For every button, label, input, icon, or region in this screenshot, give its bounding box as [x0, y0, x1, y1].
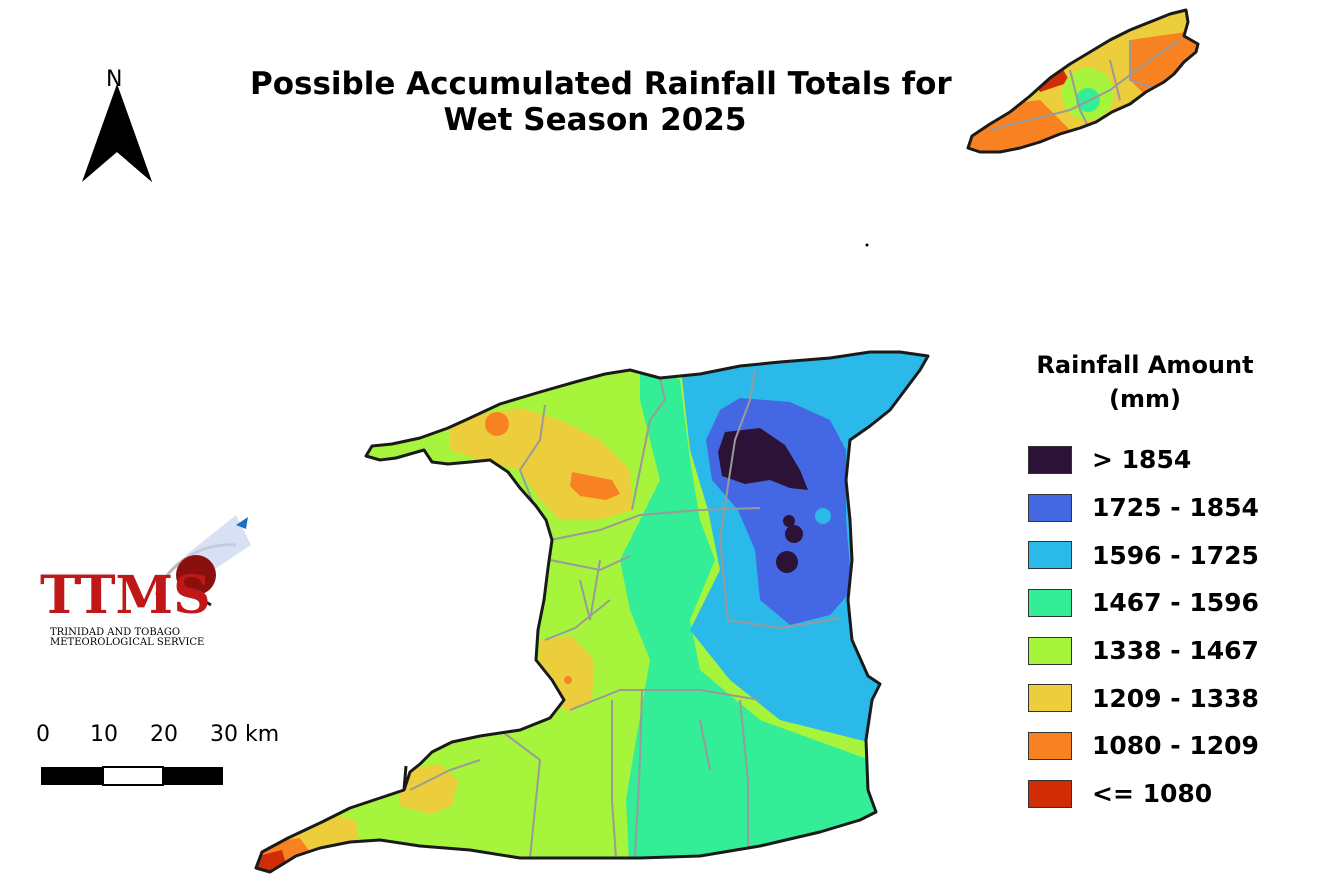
map-title: Possible Accumulated Rainfall Totals for… — [250, 66, 952, 138]
legend-swatch — [1028, 731, 1072, 760]
legend-swatch — [1028, 445, 1072, 474]
trinidad-boundaries — [409, 369, 841, 859]
tobago-outline — [966, 8, 1200, 154]
legend-items: > 1854 1725 - 1854 1596 - 1725 1467 - 1596 1… — [1010, 436, 1300, 818]
legend-title-line2: (mm) — [1109, 385, 1181, 413]
map-title-line1: Possible Accumulated Rainfall Totals for — [250, 66, 952, 102]
legend-swatch — [1028, 588, 1072, 617]
map-title-line2: Wet Season 2025 — [443, 102, 747, 138]
legend-swatch — [1028, 779, 1072, 808]
legend-swatch — [1028, 541, 1072, 570]
scale-label-20: 20 — [150, 722, 178, 747]
trinidad-outline — [254, 350, 930, 874]
legend-item: 1209 - 1338 — [1010, 674, 1300, 722]
legend-label: 1338 - 1467 — [1092, 636, 1259, 666]
legend-swatch — [1028, 684, 1072, 713]
trinidad-rainfall — [256, 352, 928, 872]
legend-label: 1209 - 1338 — [1092, 683, 1259, 713]
legend-label: 1080 - 1209 — [1092, 731, 1259, 761]
ttms-logo: TTMS TRINIDAD AND TOBAGO METEOROLOGICAL … — [40, 515, 251, 648]
north-arrow-icon — [82, 84, 152, 182]
legend: Rainfall Amount (mm) > 1854 1725 - 1854 15… — [1010, 348, 1300, 818]
legend-item: 1338 - 1467 — [1010, 627, 1300, 675]
scale-bar: 0 10 20 30 km — [30, 720, 290, 800]
tobago-rainfall — [968, 10, 1198, 152]
scale-label-10: 10 — [90, 722, 118, 747]
logo-wordmark: TTMS — [40, 565, 211, 626]
logo-line1: TRINIDAD AND TOBAGO — [50, 627, 180, 638]
legend-title: Rainfall Amount (mm) — [1010, 348, 1280, 416]
legend-title-line1: Rainfall Amount — [1036, 351, 1254, 379]
legend-item: 1467 - 1596 — [1010, 579, 1300, 627]
legend-swatch — [1028, 493, 1072, 522]
scale-bar-graphic — [41, 766, 223, 786]
legend-item: 1596 - 1725 — [1010, 531, 1300, 579]
north-label: N — [106, 67, 123, 92]
legend-item: > 1854 — [1010, 436, 1300, 484]
legend-label: 1725 - 1854 — [1092, 493, 1259, 523]
legend-item: 1725 - 1854 — [1010, 484, 1300, 532]
legend-item: 1080 - 1209 — [1010, 722, 1300, 770]
legend-label: <= 1080 — [1092, 779, 1213, 809]
scale-label-30: 30 km — [210, 722, 280, 747]
legend-item: <= 1080 — [1010, 770, 1300, 818]
legend-label: 1467 - 1596 — [1092, 588, 1259, 618]
legend-label: 1596 - 1725 — [1092, 540, 1259, 570]
logo-line2: METEOROLOGICAL SERVICE — [50, 637, 204, 648]
scale-label-0: 0 — [36, 722, 50, 747]
legend-label: > 1854 — [1092, 445, 1192, 475]
legend-swatch — [1028, 636, 1072, 665]
